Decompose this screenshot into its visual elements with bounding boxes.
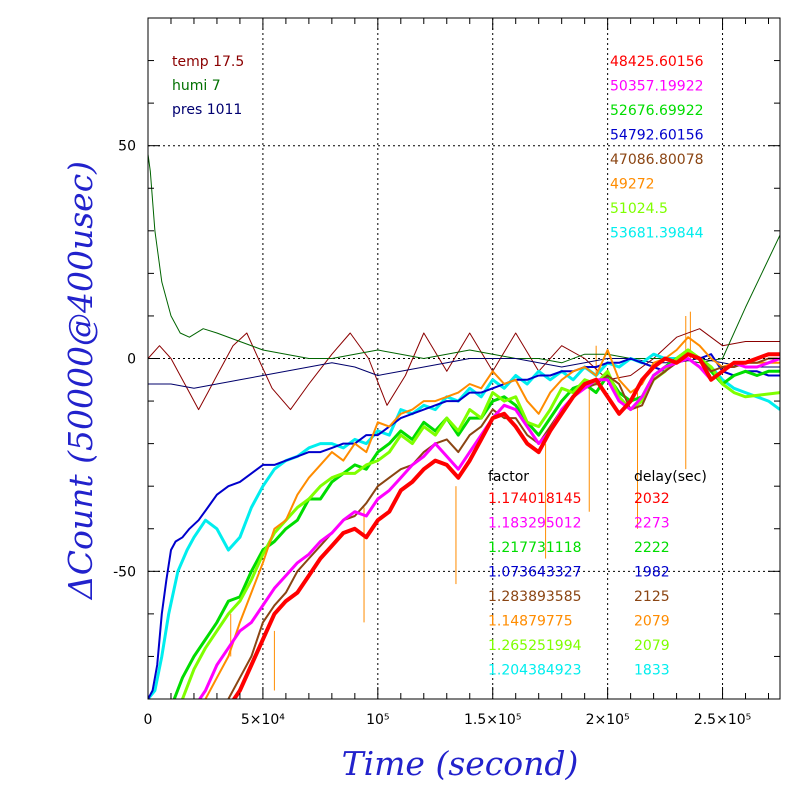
- x-tick-label: 0: [144, 712, 153, 728]
- count-legend-entry: 53681.39844: [610, 226, 704, 242]
- series-line: [231, 352, 780, 699]
- table-factor-value: 1.174018145: [488, 491, 582, 507]
- table-factor-value: 1.14879775: [488, 614, 573, 630]
- legends: temp 17.5 humi 7 pres 1011 48425.60156 50357…: [172, 54, 707, 679]
- table-factor-value: 1.283893585: [488, 589, 582, 605]
- table-factor-value: 1.204384923: [488, 663, 582, 679]
- y-tick-label: 50: [118, 139, 136, 155]
- env-legend-entry: pres 1011: [172, 102, 242, 118]
- x-tick-label: 5×10⁴: [241, 712, 285, 728]
- count-legend-entry: 54792.60156: [610, 128, 704, 144]
- series-line: [148, 352, 780, 699]
- table-delay-value: 2079: [634, 614, 670, 630]
- y-tick-label: -50: [113, 564, 136, 580]
- y-axis-title: ΔCount (50000@400usec): [61, 161, 100, 601]
- series-line: [148, 358, 780, 389]
- table-delay-value: 1833: [634, 663, 670, 679]
- table-header-factor: factor: [488, 469, 529, 485]
- series-layer: [148, 154, 780, 699]
- tick-labels: 0 5×10⁴ 10⁵ 1.5×10⁵ 2×10⁵ 2.5×10⁵ 50 0 -50: [113, 139, 751, 728]
- table-delay-value: 2222: [634, 540, 670, 556]
- table-delay-value: 2079: [634, 638, 670, 654]
- table-delay-value: 2273: [634, 516, 670, 532]
- count-legend-entry: 49272: [610, 177, 655, 193]
- series-line: [204, 336, 780, 699]
- x-axis-title: Time (second): [342, 744, 579, 783]
- table-factor-value: 1.265251994: [488, 638, 582, 654]
- table-factor-value: 1.073643327: [488, 565, 582, 581]
- count-legend-entry: 48425.60156: [610, 54, 704, 70]
- y-tick-label: 0: [127, 352, 136, 368]
- x-tick-label: 2.5×10⁵: [694, 712, 751, 728]
- tick-marks: [147, 18, 780, 699]
- env-legend-entry: humi 7: [172, 78, 221, 94]
- table-factor-value: 1.183295012: [488, 516, 582, 532]
- table-header-delay: delay(sec): [634, 469, 707, 485]
- table-factor-value: 1.217731118: [488, 540, 582, 556]
- count-legend-entry: 51024.5: [610, 201, 668, 217]
- x-tick-label: 1.5×10⁵: [464, 712, 521, 728]
- table-delay-value: 2125: [634, 589, 670, 605]
- env-legend-entry: temp 17.5: [172, 54, 244, 70]
- count-legend-entry: 47086.80078: [610, 152, 704, 168]
- count-legend-entry: 52676.69922: [610, 103, 704, 119]
- table-delay-value: 2032: [634, 491, 670, 507]
- series-line: [148, 328, 780, 411]
- x-tick-label: 2×10⁵: [586, 712, 630, 728]
- table-delay-value: 1982: [634, 565, 670, 581]
- x-tick-label: 10⁵: [366, 712, 389, 728]
- count-legend-entry: 50357.19922: [610, 79, 704, 95]
